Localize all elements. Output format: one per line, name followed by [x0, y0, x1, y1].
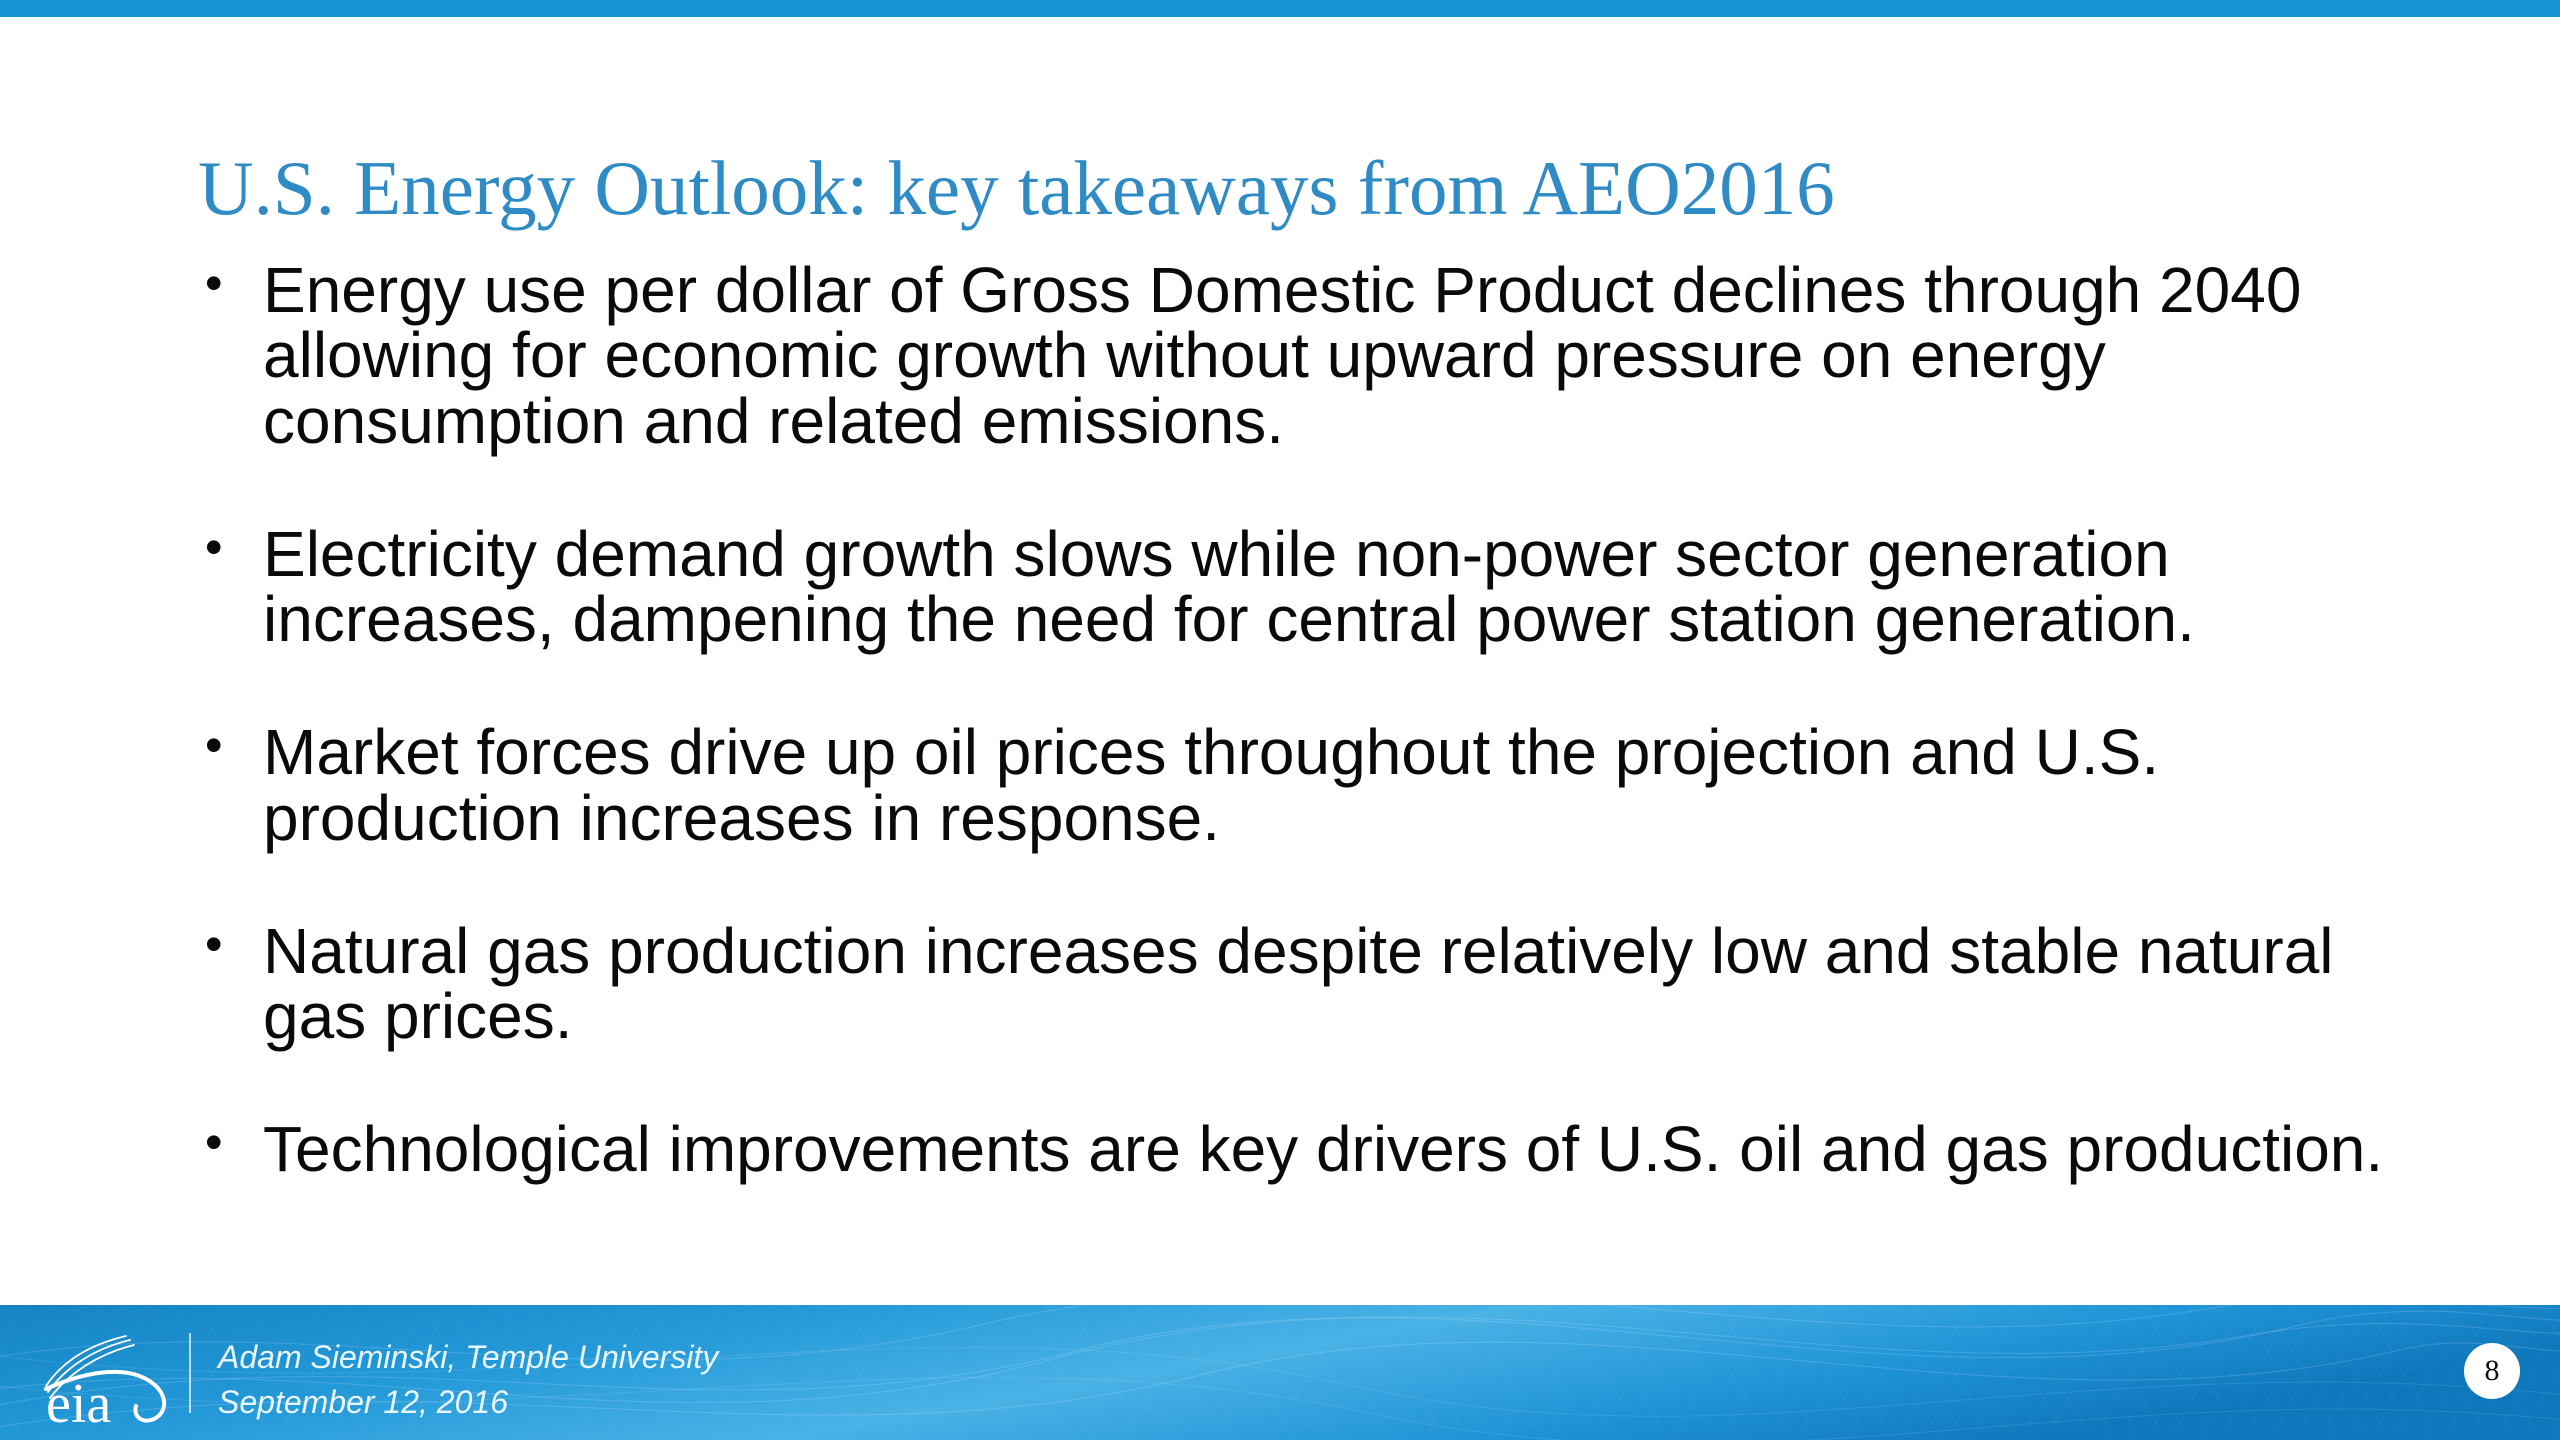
svg-text:eia: eia: [46, 1373, 111, 1423]
